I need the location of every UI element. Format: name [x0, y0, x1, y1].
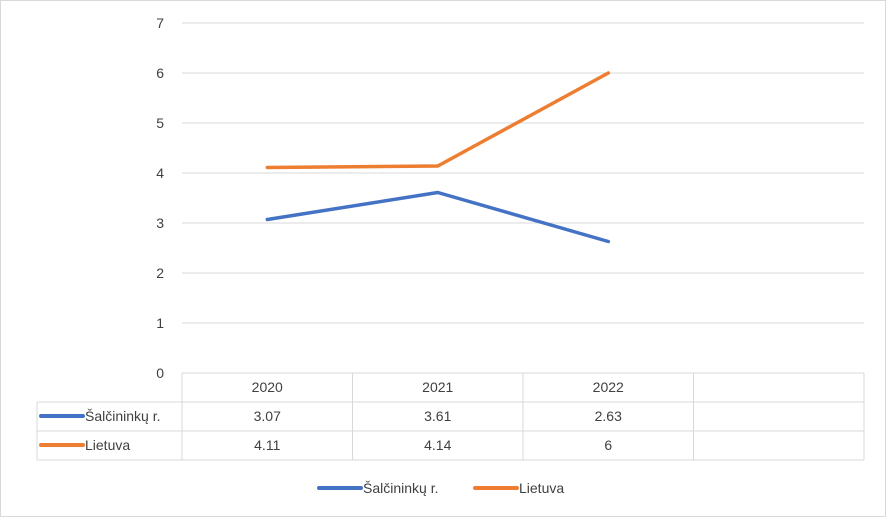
series-line-2: [265, 71, 611, 170]
x-category-label: 2022: [593, 379, 624, 395]
x-category-label: 2020: [252, 379, 283, 395]
table-cell: 4.14: [424, 437, 451, 453]
table-cell: 3.61: [424, 408, 451, 424]
table-cell: 4.11: [254, 437, 280, 453]
y-tick-label: 1: [156, 315, 164, 331]
table-row-label: Šalčininkų r.: [85, 408, 160, 424]
y-tick-label: 0: [156, 365, 164, 381]
y-tick-label: 7: [156, 15, 164, 31]
x-category-label: 2021: [422, 379, 453, 395]
table-cell: 3.07: [254, 408, 281, 424]
legend-label: Šalčininkų r.: [363, 480, 438, 496]
table-cell: 2.63: [595, 408, 622, 424]
table-row-label: Lietuva: [85, 437, 130, 453]
y-tick-label: 5: [156, 115, 164, 131]
y-tick-label: 6: [156, 65, 164, 81]
y-tick-label: 4: [156, 165, 164, 181]
table-cell: 6: [604, 437, 612, 453]
y-tick-label: 2: [156, 265, 164, 281]
legend-label: Lietuva: [519, 480, 564, 496]
series-line-1: [265, 190, 611, 244]
y-tick-label: 3: [156, 215, 164, 231]
